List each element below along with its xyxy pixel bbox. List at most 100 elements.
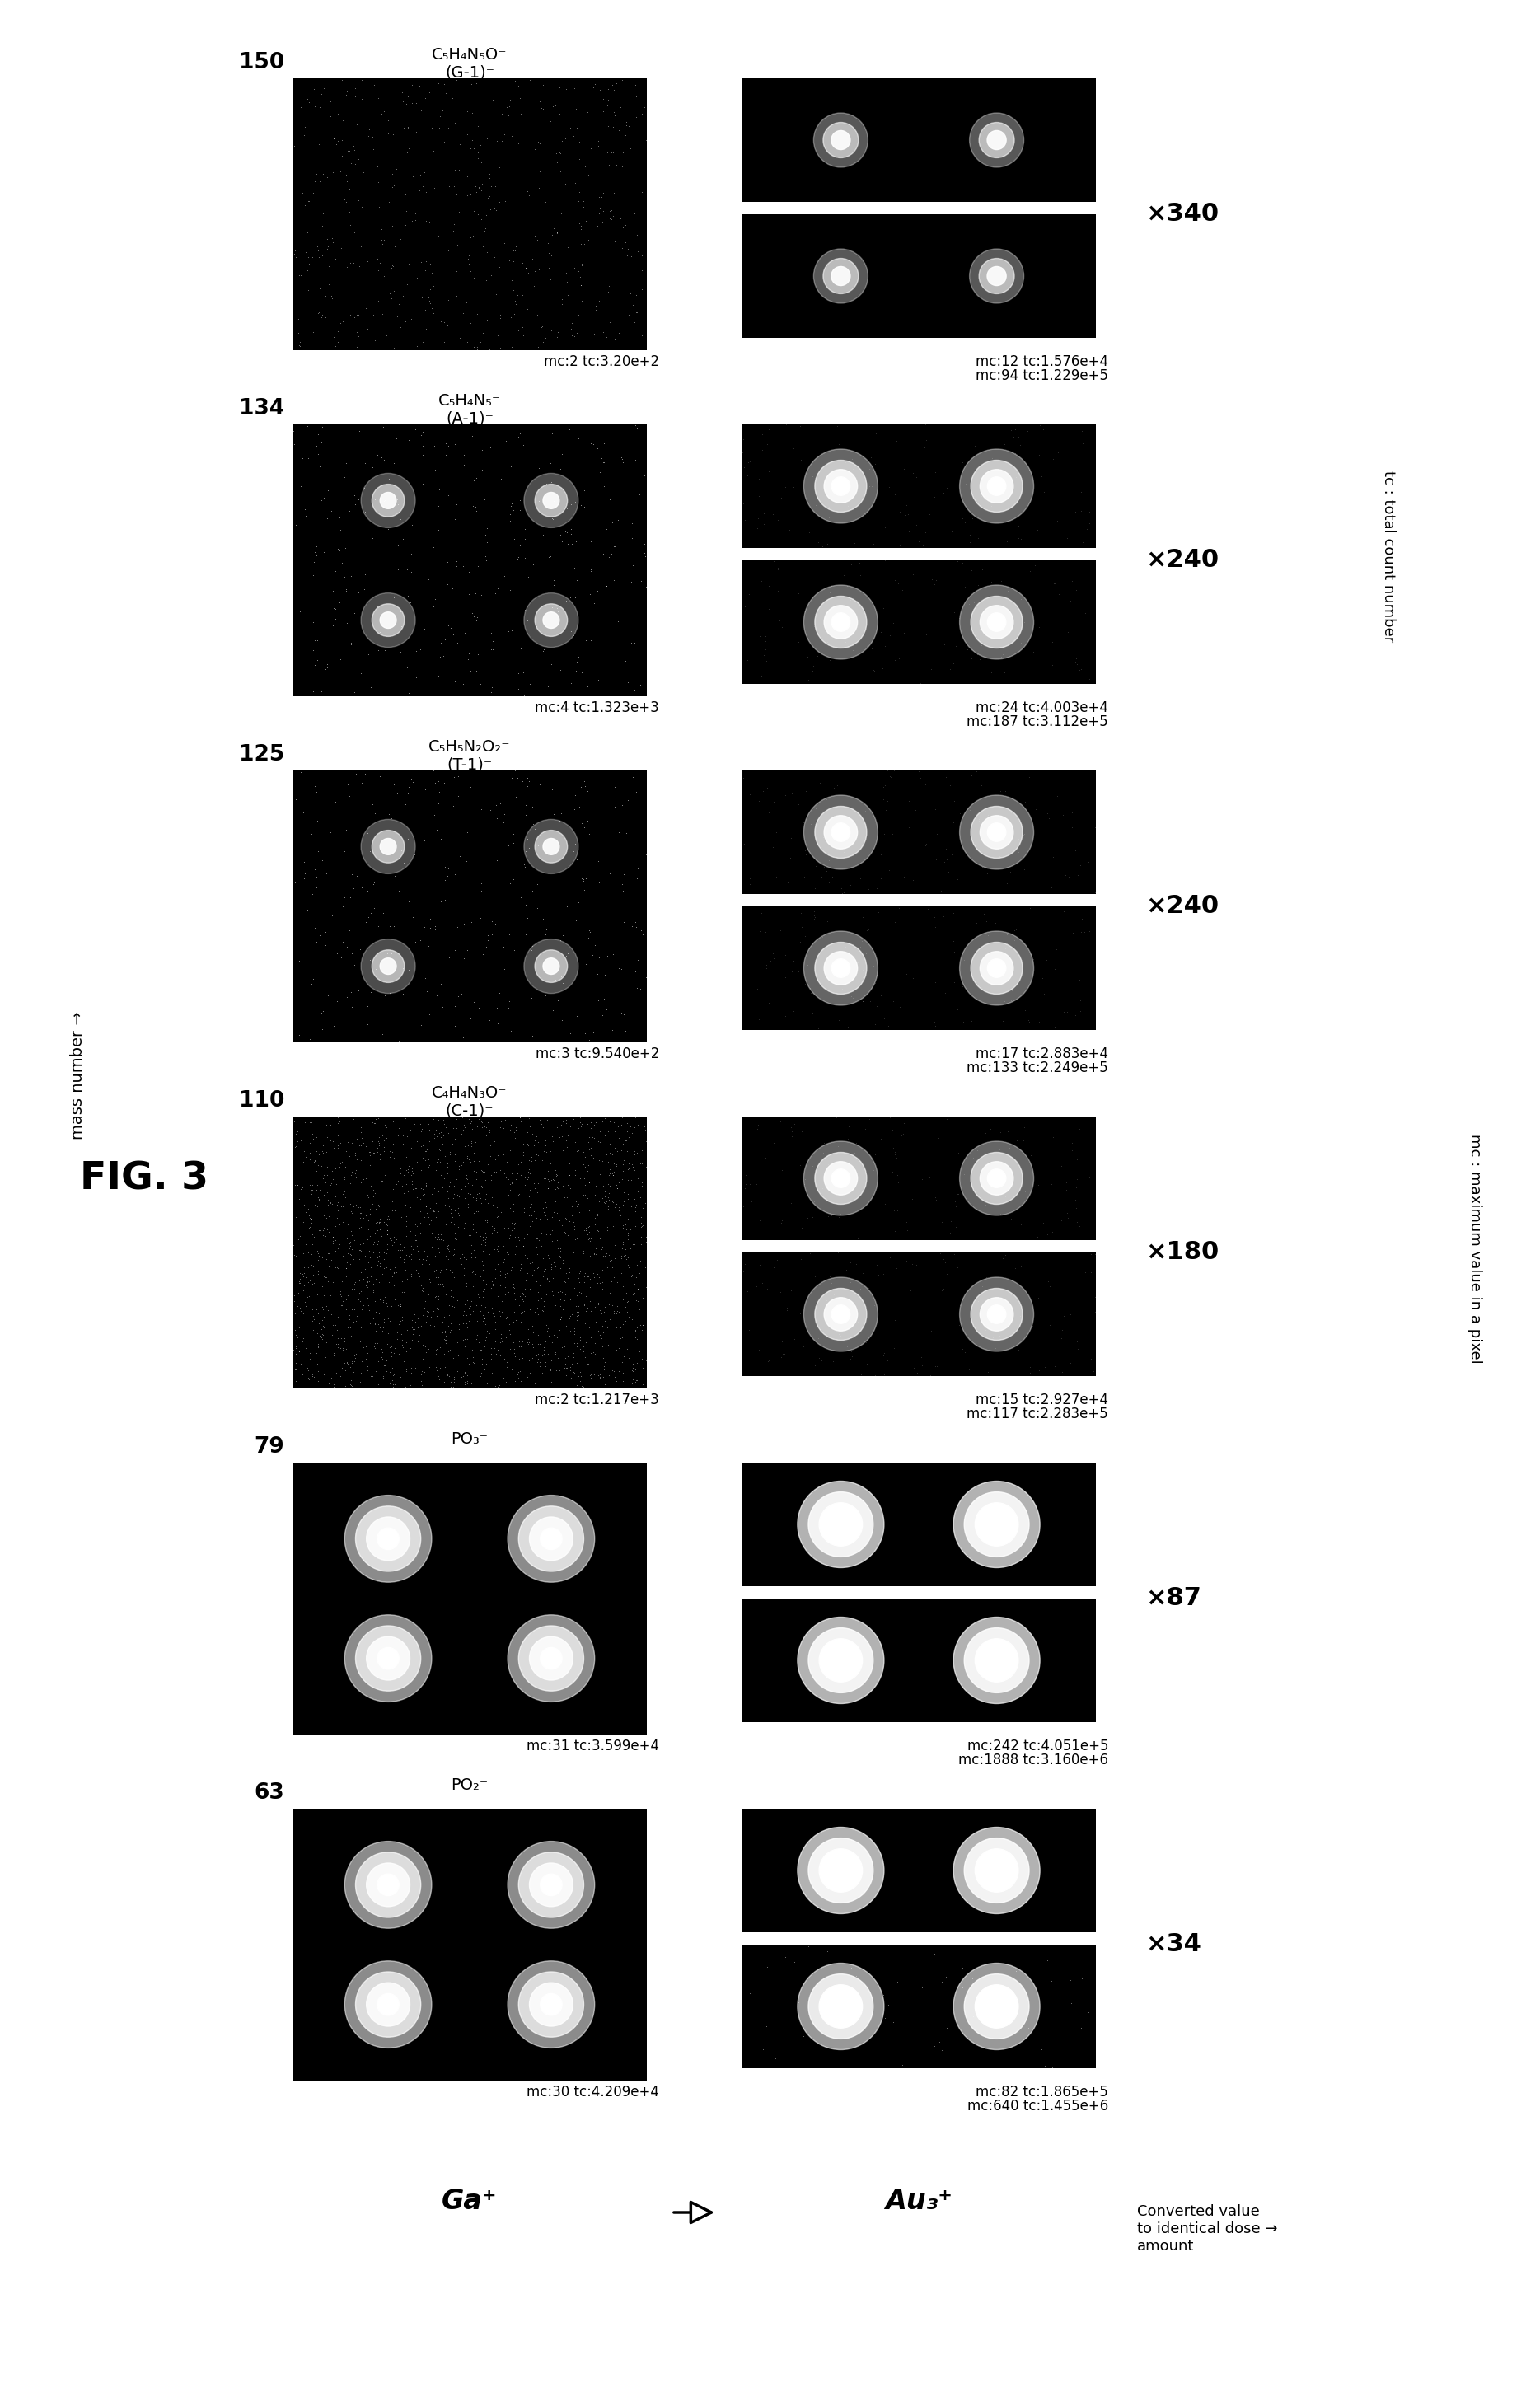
Point <box>294 1258 319 1297</box>
Text: mc:640 tc:1.455e+6: mc:640 tc:1.455e+6 <box>967 2100 1109 2114</box>
Point <box>354 1225 379 1263</box>
Point <box>1007 1297 1032 1335</box>
Point <box>337 192 362 230</box>
Point <box>325 1103 350 1141</box>
Point <box>403 659 428 698</box>
Point <box>796 1927 821 1966</box>
Point <box>493 911 517 949</box>
Point <box>601 561 625 599</box>
Point <box>488 1340 513 1378</box>
Point <box>442 1213 467 1251</box>
Point <box>613 1302 638 1340</box>
Point <box>319 1105 343 1143</box>
Point <box>528 1222 553 1261</box>
Point <box>895 954 919 992</box>
Point <box>850 983 875 1021</box>
Point <box>342 129 367 168</box>
Point <box>302 767 326 805</box>
Point <box>548 448 573 487</box>
Point <box>396 1103 420 1141</box>
Point <box>816 549 841 587</box>
Point <box>528 1143 553 1182</box>
Point <box>587 280 611 319</box>
Point <box>627 475 651 513</box>
Point <box>571 861 596 899</box>
Point <box>308 1151 333 1189</box>
Point <box>604 1191 628 1230</box>
Point <box>551 1263 576 1302</box>
Point <box>896 781 921 820</box>
Point <box>501 1170 525 1208</box>
Point <box>631 925 656 964</box>
Point <box>320 1160 345 1198</box>
Point <box>613 1227 638 1266</box>
Point <box>365 436 390 475</box>
Point <box>633 489 658 527</box>
Point <box>320 1316 345 1354</box>
Point <box>547 825 571 863</box>
Circle shape <box>813 113 869 168</box>
Point <box>570 654 594 693</box>
Point <box>399 1189 424 1227</box>
Point <box>517 1107 542 1146</box>
Point <box>573 1254 598 1292</box>
Point <box>471 1299 496 1338</box>
Point <box>294 79 319 117</box>
Point <box>325 312 350 350</box>
Point <box>436 1115 460 1153</box>
Text: ×180: ×180 <box>1146 1242 1218 1266</box>
Point <box>610 1318 634 1357</box>
Point <box>1069 1958 1093 1997</box>
Point <box>368 614 393 652</box>
Point <box>293 1187 317 1225</box>
Point <box>328 640 353 678</box>
Point <box>521 1328 545 1366</box>
Point <box>990 1002 1015 1040</box>
Point <box>1076 1994 1101 2033</box>
Point <box>388 1314 413 1352</box>
Point <box>308 1105 333 1143</box>
Point <box>473 537 497 575</box>
Point <box>280 1158 305 1196</box>
Point <box>345 1215 370 1254</box>
Point <box>787 1146 812 1184</box>
Point <box>293 1103 317 1141</box>
Point <box>306 415 331 453</box>
Point <box>313 137 337 175</box>
Point <box>761 496 785 535</box>
Point <box>437 1251 462 1290</box>
Point <box>1044 1208 1069 1246</box>
Point <box>738 1160 762 1198</box>
Point <box>517 1189 542 1227</box>
Point <box>501 1330 525 1369</box>
Point <box>467 1222 491 1261</box>
Point <box>354 815 379 853</box>
Point <box>593 1014 618 1052</box>
Point <box>465 331 490 369</box>
Point <box>621 62 645 101</box>
Point <box>288 1280 313 1318</box>
Point <box>770 1201 795 1239</box>
Point <box>357 1136 382 1175</box>
Circle shape <box>979 470 1013 503</box>
Point <box>399 300 424 338</box>
Point <box>855 911 879 949</box>
Point <box>407 1299 431 1338</box>
Point <box>333 1352 357 1390</box>
Point <box>525 889 550 928</box>
Point <box>747 460 772 499</box>
Point <box>958 956 983 995</box>
Point <box>310 1302 334 1340</box>
Point <box>331 108 356 146</box>
Point <box>494 278 519 316</box>
Point <box>802 899 827 937</box>
Point <box>342 844 367 882</box>
Point <box>354 1340 379 1378</box>
Point <box>856 467 881 506</box>
Point <box>365 587 390 626</box>
Point <box>487 973 511 1012</box>
Point <box>533 292 557 331</box>
Point <box>394 1139 419 1177</box>
Point <box>416 561 440 599</box>
Point <box>1006 1330 1030 1369</box>
